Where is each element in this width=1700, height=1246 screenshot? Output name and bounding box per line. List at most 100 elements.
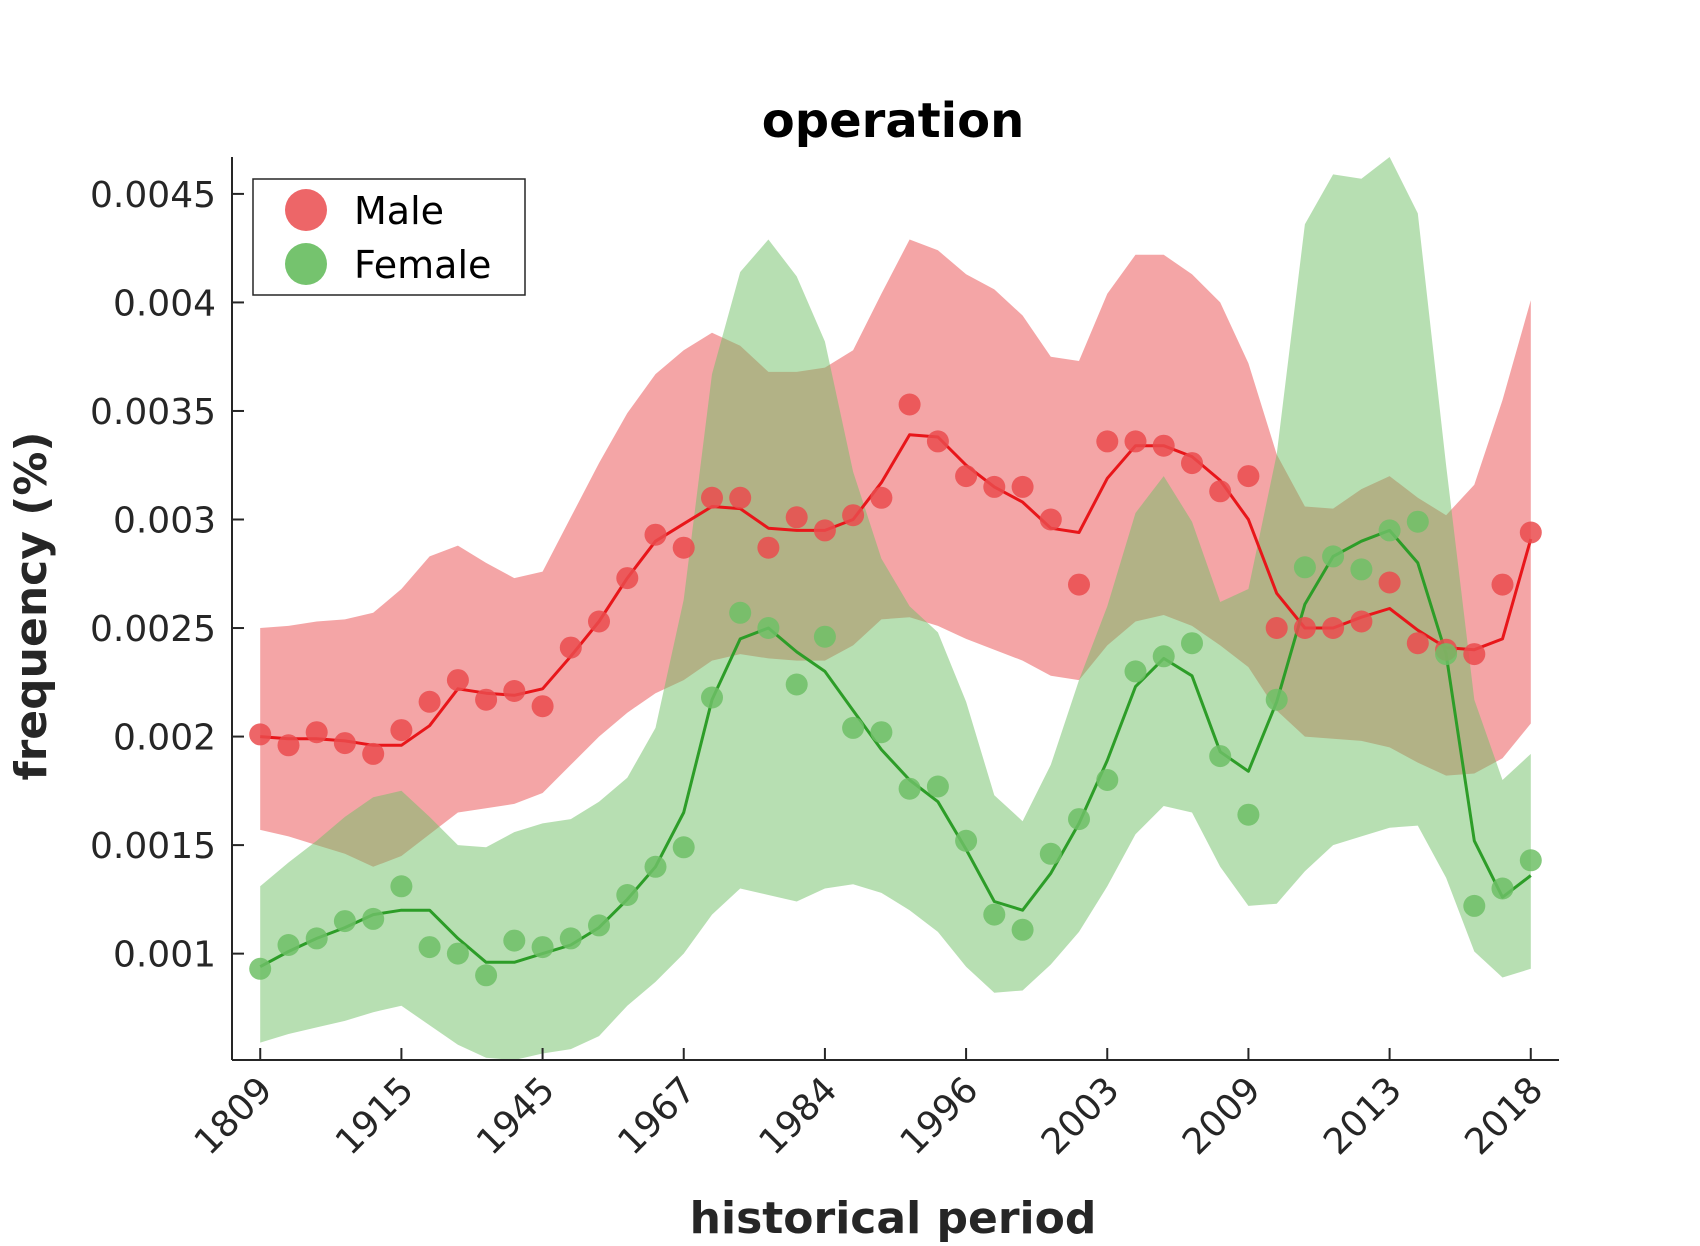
point-male	[1096, 430, 1119, 453]
point-male	[249, 723, 272, 746]
point-male	[1350, 610, 1373, 633]
point-female	[446, 942, 469, 965]
point-female	[898, 777, 921, 800]
point-male	[616, 567, 639, 590]
point-female	[1011, 918, 1034, 941]
point-female	[418, 936, 441, 959]
point-female	[1491, 877, 1514, 900]
legend-label-female: Female	[354, 243, 491, 287]
point-male	[1265, 617, 1288, 639]
point-male	[1378, 571, 1401, 594]
point-female	[277, 934, 300, 956]
point-male	[1322, 617, 1345, 639]
point-female	[249, 957, 272, 980]
point-male	[729, 486, 752, 509]
point-female	[1209, 745, 1232, 768]
x-axis-title: historical period	[690, 1193, 1097, 1244]
point-male	[672, 536, 695, 559]
trend-lines	[259, 433, 1533, 969]
point-male	[559, 636, 582, 659]
point-male	[1124, 430, 1147, 453]
point-female	[503, 929, 526, 952]
legend: Male Female	[252, 178, 526, 296]
point-female	[813, 625, 836, 648]
y-tick-label: 0.004	[113, 283, 216, 324]
point-male	[813, 519, 836, 542]
point-male	[305, 721, 328, 744]
point-female	[870, 721, 893, 744]
point-male	[446, 669, 469, 692]
point-female	[1293, 556, 1316, 579]
point-female	[1378, 519, 1401, 542]
point-female	[559, 927, 582, 950]
point-male	[418, 690, 441, 713]
point-male	[1209, 480, 1232, 503]
point-female	[390, 875, 413, 898]
y-tick-label: 0.0015	[90, 826, 216, 867]
point-male	[588, 610, 610, 633]
point-male	[1011, 475, 1034, 498]
y-tick-label: 0.003	[113, 501, 216, 542]
point-male	[362, 742, 385, 765]
point-female	[1096, 769, 1119, 791]
point-male	[1491, 573, 1514, 596]
point-male	[1152, 434, 1175, 457]
trend-line-female	[259, 528, 1532, 969]
point-male	[870, 486, 893, 509]
chart-title: operation	[762, 93, 1025, 149]
point-male	[898, 393, 921, 416]
point-female	[701, 686, 723, 709]
point-female	[1519, 849, 1542, 872]
point-female	[955, 829, 978, 852]
point-female	[1181, 632, 1203, 655]
plot-area	[249, 157, 1542, 1060]
point-male	[785, 506, 808, 529]
y-tick-label: 0.001	[113, 935, 216, 976]
y-tick-label: 0.0035	[90, 392, 216, 433]
point-male	[1237, 465, 1260, 488]
y-tick-label: 0.0025	[90, 609, 216, 650]
point-female	[1463, 894, 1486, 917]
point-female	[644, 855, 667, 878]
y-axis-title: frequency (%)	[6, 431, 57, 780]
band-male	[260, 239, 1531, 867]
point-female	[1152, 645, 1175, 668]
point-female	[1237, 803, 1260, 826]
point-male	[1406, 632, 1429, 655]
legend-marker-female	[285, 243, 327, 285]
point-female	[362, 907, 385, 930]
point-female	[1322, 545, 1345, 568]
point-male	[390, 719, 413, 742]
point-female	[1068, 808, 1090, 831]
point-female	[475, 964, 498, 987]
point-male	[842, 504, 865, 527]
point-female	[305, 927, 328, 950]
y-tick-label: 0.002	[113, 718, 216, 759]
point-female	[333, 910, 356, 933]
legend-label-male: Male	[354, 189, 444, 233]
point-female	[1124, 660, 1147, 683]
point-male	[1519, 521, 1542, 544]
point-female	[757, 617, 780, 639]
point-male	[333, 732, 356, 755]
point-male	[1039, 508, 1062, 531]
confidence-bands	[260, 157, 1531, 1060]
point-male	[277, 734, 300, 757]
point-male	[757, 536, 780, 559]
point-female	[531, 936, 554, 959]
point-male	[1463, 643, 1486, 666]
point-male	[926, 430, 949, 453]
point-male	[1181, 452, 1203, 475]
point-female	[729, 601, 752, 624]
point-male	[983, 475, 1006, 498]
band-female	[260, 157, 1531, 1060]
point-female	[588, 914, 610, 937]
point-male	[701, 486, 723, 509]
point-male	[503, 680, 526, 702]
point-female	[842, 716, 865, 739]
point-male	[1068, 573, 1090, 596]
legend-marker-male	[285, 189, 327, 231]
point-female	[1435, 643, 1458, 666]
y-ticks: 0.001 0.0015 0.002 0.0025 0.003 0.0035 0.004 0.…	[90, 175, 244, 976]
